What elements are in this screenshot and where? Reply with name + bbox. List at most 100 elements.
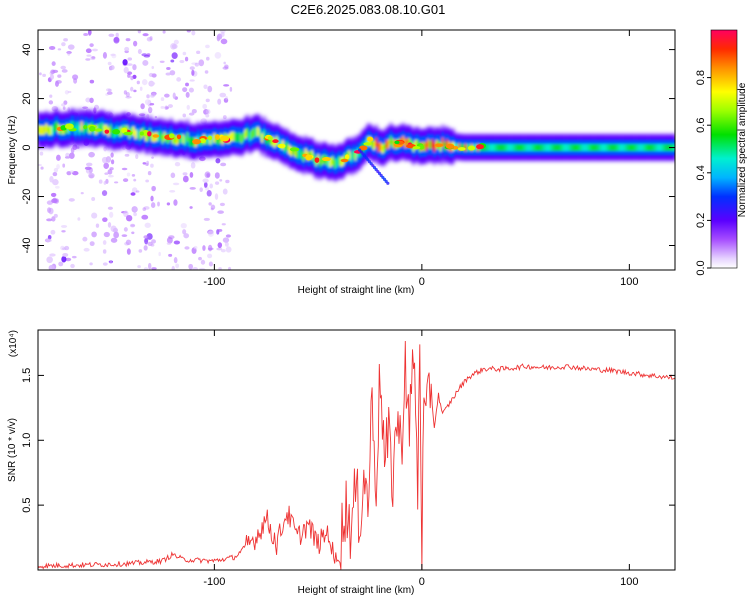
spectrogram-band-core-cell <box>443 141 447 151</box>
spectrogram-band-peak <box>89 126 96 132</box>
spectrogram-noise-speck <box>214 193 219 200</box>
spectrogram-noise-speck <box>57 74 62 78</box>
spectrogram-band-core-cell <box>285 141 289 151</box>
spectrogram-band-core-cell <box>55 121 59 131</box>
spectrogram-noise-speck <box>158 251 161 257</box>
spectrogram-band-core-cell <box>638 144 642 152</box>
spectrogram-noise-speck <box>94 104 100 110</box>
spectrogram-band-core-cell <box>259 129 262 139</box>
spectrogram-noise-speck <box>56 154 61 161</box>
spectrogram-band-core-cell <box>501 144 505 152</box>
spectrogram-band-core-cell <box>665 144 669 152</box>
spectrogram-band-peak <box>289 147 300 152</box>
spectrogram-band-peak <box>94 128 103 132</box>
spectrogram-noise-speck <box>89 174 94 179</box>
spectrogram-band-peak <box>434 143 444 148</box>
snr-y-tick-label: 1.0 <box>21 433 33 448</box>
spectrogram-band-core-cell <box>597 144 600 152</box>
spectrogram-noise-speck <box>224 64 229 69</box>
spectrogram-noise-speck <box>51 216 56 222</box>
spectrogram-band <box>38 108 675 185</box>
spectrogram-noise-speck <box>200 259 206 265</box>
spectrogram-band-core-cell <box>138 131 142 141</box>
spectrogram-noise-speck <box>124 46 130 52</box>
spectrogram-band-core-cell <box>103 124 106 135</box>
colorbar-tick-label: 0.2 <box>695 213 707 228</box>
spectrogram-noise-speck <box>198 256 202 261</box>
spectrogram-noise-speck <box>222 188 228 195</box>
colorbar-label: Normalized spectral amplitude <box>737 82 748 217</box>
spectrogram-noise-speck <box>98 179 103 184</box>
spectrogram-band-core-cell <box>273 138 276 148</box>
spectrogram-band-core-cell <box>431 139 434 149</box>
spectrogram-noise-speck <box>186 104 190 110</box>
spectrogram-noise-speck <box>136 80 140 85</box>
spectrogram-band-core-cell <box>263 129 266 139</box>
spectrogram-band-core-cell <box>86 123 90 134</box>
spectrogram-band-core-cell <box>182 134 185 144</box>
spectrogram-noise-speck <box>144 237 149 245</box>
spectrogram-noise-speck <box>91 197 96 201</box>
spectrogram-noise-speck <box>140 103 145 110</box>
spectrogram-band-core-cell <box>47 126 50 136</box>
spectrogram-band-peak <box>123 131 133 136</box>
spectrogram-band-core-cell <box>588 144 592 152</box>
spectrogram-band-core-cell <box>549 144 552 152</box>
spectrogram-noise-speck <box>135 190 140 193</box>
spectrogram-noise-speck <box>89 262 93 266</box>
spectrogram-noise-speck <box>206 173 210 178</box>
spectrogram-band-core-cell <box>414 139 418 150</box>
spectrogram-noise-speck <box>130 192 136 196</box>
spectrogram-noise-speck <box>210 204 216 210</box>
spectrogram-y-tick-label: -20 <box>21 189 33 205</box>
spectrogram-noise-speck <box>65 257 72 262</box>
spectrogram-band-core-cell <box>391 138 395 148</box>
spectrogram-y-tick-label: 0 <box>21 144 33 150</box>
spectrogram-band-core-cell <box>352 149 355 159</box>
spectrogram-noise-speck <box>61 42 66 47</box>
spectrogram-band-peak <box>214 134 220 140</box>
spectrogram-noise-speck <box>223 84 230 87</box>
spectrogram-noise-speck <box>223 61 226 65</box>
spectrogram-noise-speck <box>199 187 203 193</box>
snr-scale-label: (x10⁴) <box>8 330 19 357</box>
spectrogram-band-core-cell <box>599 144 602 152</box>
spectrogram-noise-speck <box>214 181 220 185</box>
spectrogram-band-peak <box>359 145 368 151</box>
spectrogram-band-core-cell <box>626 144 629 152</box>
spectrogram-noise-speck <box>70 263 75 269</box>
spectrogram-band-core-cell <box>51 125 54 136</box>
colorbar-tick-label: 0.0 <box>695 260 707 275</box>
spectrogram-noise-speck <box>141 214 149 220</box>
spectrogram-noise-speck <box>225 179 230 184</box>
spectrogram-noise-speck <box>173 240 181 245</box>
spectrogram-band-core-cell <box>302 152 305 162</box>
spectrogram-band-core-cell <box>505 144 509 152</box>
spectrogram-noise-speck <box>159 60 165 63</box>
spectrogram-band-core-cell <box>572 144 575 152</box>
spectrogram-band-core-cell <box>248 131 252 142</box>
spectrogram-noise-speck <box>85 162 93 167</box>
spectrogram-noise-speck <box>86 54 92 57</box>
spectrogram-noise-speck <box>107 88 112 92</box>
spectrogram-noise-speck <box>144 222 151 228</box>
spectrogram-band-core-cell <box>213 133 216 143</box>
spectrogram-x-tick-label: 0 <box>419 276 425 288</box>
spectrogram-band-core-cell <box>49 125 52 136</box>
spectrogram-noise-speck <box>160 106 165 109</box>
spectrogram-noise-speck <box>189 66 195 70</box>
spectrogram-noise-speck <box>89 97 94 104</box>
spectrogram-band-core-cell <box>288 144 291 155</box>
spectrogram-y-axis-label: Frequency (Hz) <box>7 116 18 185</box>
spectrogram-noise-speck <box>61 69 68 73</box>
spectrogram-band-core-cell <box>176 135 179 145</box>
spectrogram-noise-speck <box>55 80 59 87</box>
spectrogram-noise-speck <box>189 187 196 190</box>
spectrogram-band-peak <box>394 140 400 145</box>
colorbar: 0.0 0.2 0.4 0.6 0.8 Normalized spectral ampl… <box>695 29 748 276</box>
spectrogram-noise-speck <box>208 202 212 206</box>
spectrogram-band-core-cell <box>503 144 507 152</box>
spectrogram-noise-speck <box>48 46 56 51</box>
spectrogram-band-core-cell <box>466 144 469 152</box>
